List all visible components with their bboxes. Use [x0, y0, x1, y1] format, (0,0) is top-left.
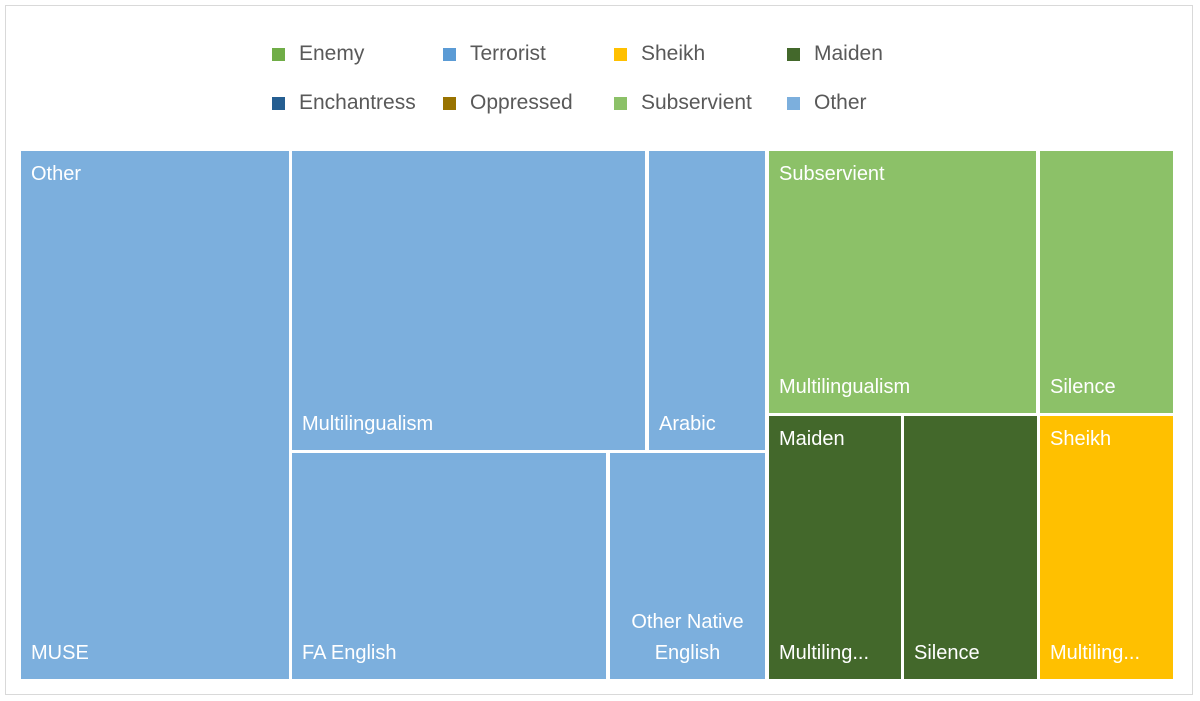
legend-swatch-enchantress — [272, 96, 285, 110]
legend-entry-enchantress: Enchantress — [272, 90, 416, 116]
tile-label-multilingualism: Multiling... — [779, 642, 870, 664]
legend-entry-terrorist: Terrorist — [443, 41, 546, 67]
legend-entry-maiden: Maiden — [787, 41, 883, 67]
treemap-tile-other-muse: Other MUSE — [21, 151, 289, 679]
legend-label: Sheikh — [641, 42, 706, 65]
treemap-tile-other-arabic: Arabic — [649, 151, 765, 450]
tile-label-multilingualism: Multilingualism — [779, 376, 911, 398]
treemap-tile-other-native-english: Other Native English — [610, 453, 765, 679]
chart-legend: Enemy Terrorist Sheikh Maiden Enchantres… — [0, 0, 1200, 140]
legend-entry-oppressed: Oppressed — [443, 90, 573, 116]
legend-label: Enchantress — [299, 91, 416, 114]
treemap-tile-other-fa-english: FA English — [292, 453, 606, 679]
tile-label-multilingualism: Multilingualism — [302, 413, 434, 435]
tile-label-other-native-english: Other Native English — [631, 611, 744, 664]
tile-label-silence: Silence — [1050, 376, 1116, 398]
legend-swatch-terrorist — [443, 47, 456, 61]
legend-label: Subservient — [641, 91, 752, 114]
legend-label: Maiden — [814, 42, 883, 65]
treemap-tile-sheikh-multilingualism: Sheikh Multiling... — [1040, 416, 1173, 679]
tile-label-multilingualism: Multiling... — [1050, 642, 1141, 664]
tile-label-arabic: Arabic — [659, 413, 716, 435]
tile-label-silence: Silence — [914, 642, 980, 664]
legend-label: Terrorist — [470, 42, 546, 65]
group-label-sheikh: Sheikh — [1050, 428, 1112, 450]
legend-label: Oppressed — [470, 91, 573, 114]
treemap-tile-maiden-multilingualism: Maiden Multiling... — [769, 416, 901, 679]
legend-swatch-subservient — [614, 96, 627, 110]
group-label-subservient: Subservient — [779, 163, 885, 185]
legend-swatch-enemy — [272, 47, 285, 61]
treemap-tile-other-multilingualism: Multilingualism — [292, 151, 645, 450]
legend-swatch-other — [787, 96, 800, 110]
group-label-other: Other — [31, 163, 82, 185]
legend-entry-enemy: Enemy — [272, 41, 364, 67]
legend-entry-sheikh: Sheikh — [614, 41, 705, 67]
group-label-maiden: Maiden — [779, 428, 845, 450]
treemap-tile-subservient-multilingualism: Subservient Multilingualism — [769, 151, 1036, 413]
legend-entry-other: Other — [787, 90, 867, 116]
treemap-tile-maiden-silence: Silence — [904, 416, 1037, 679]
legend-entry-subservient: Subservient — [614, 90, 752, 116]
tile-label-muse: MUSE — [31, 642, 89, 664]
legend-swatch-maiden — [787, 47, 800, 61]
legend-label: Other — [814, 91, 867, 114]
legend-label: Enemy — [299, 42, 365, 65]
tile-label-fa-english: FA English — [302, 642, 397, 664]
legend-swatch-oppressed — [443, 96, 456, 110]
legend-swatch-sheikh — [614, 47, 627, 61]
treemap-tile-subservient-silence: Silence — [1040, 151, 1173, 413]
